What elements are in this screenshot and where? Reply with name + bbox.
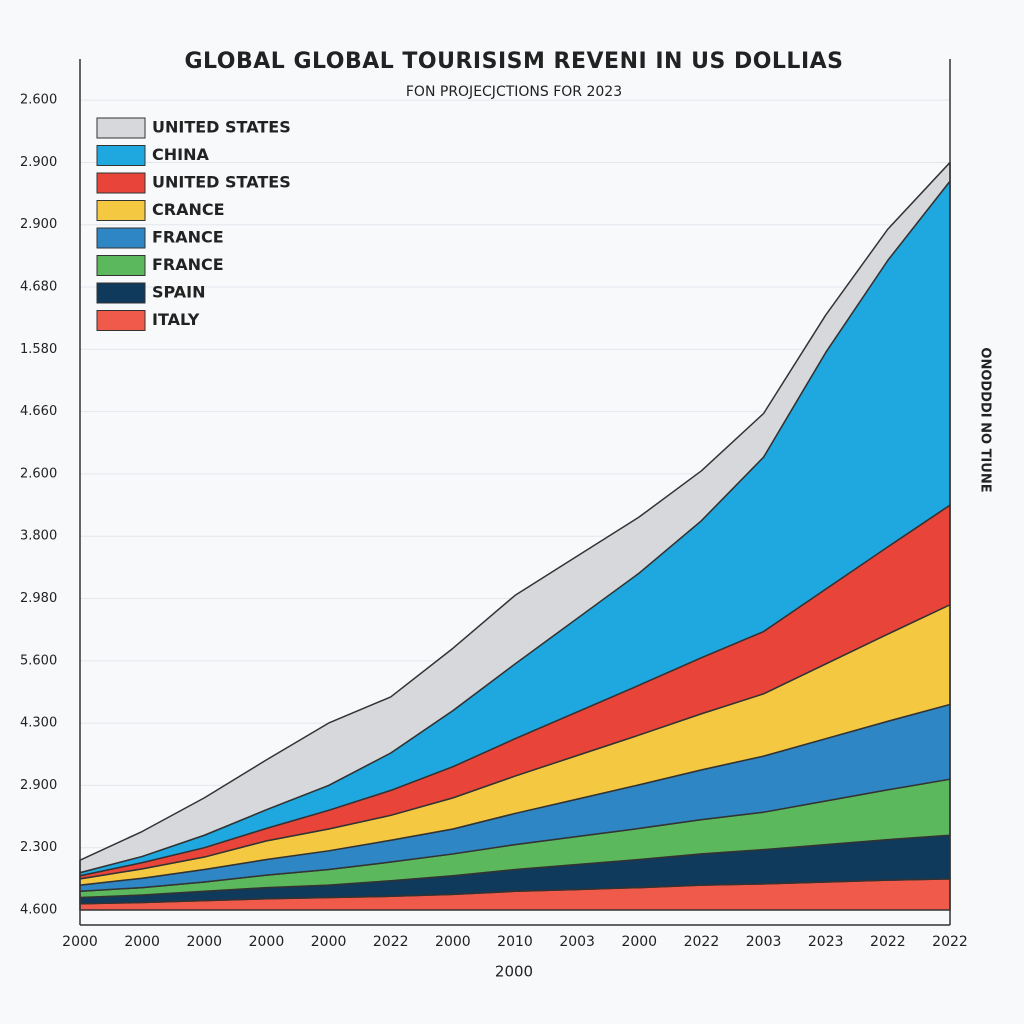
legend-swatch: [96, 227, 146, 249]
legend-swatch: [96, 282, 146, 304]
y-tick-label: 5.600: [20, 653, 57, 668]
legend-swatch: [96, 145, 146, 166]
legend-label: SPAIN: [152, 283, 206, 302]
legend-label: ITALY: [152, 310, 200, 329]
y-tick-label: 2.300: [20, 840, 57, 855]
legend-swatch: [96, 310, 146, 331]
plot-area: [79, 99, 951, 911]
x-tick-label: 2000: [186, 934, 222, 950]
x-tick-label: 2000: [435, 934, 471, 950]
x-tick-label: 2000: [124, 934, 160, 950]
y-tick-label: 2.600: [20, 93, 57, 108]
x-tick-label: 2022: [870, 934, 906, 950]
legend-swatch: [96, 200, 146, 221]
legend-label: UNITED STATES: [152, 173, 291, 192]
y-tick-label: 2.900: [20, 778, 57, 793]
legend-label: FRANCE: [152, 255, 224, 274]
x-tick-label: 2003: [746, 934, 782, 950]
legend-swatch: [96, 172, 146, 194]
x-tick-label: 2022: [373, 934, 409, 950]
y-tick-label: 4.600: [20, 903, 57, 918]
x-tick-label: 2010: [497, 934, 533, 950]
y2-axis-label: ONODDDI NO TIUNE: [978, 347, 993, 492]
x-tick-label: 2022: [684, 934, 720, 950]
x-tick-label: 2000: [62, 934, 98, 950]
y-tick-label: 1.580: [20, 342, 57, 357]
legend-swatch: [96, 117, 146, 139]
chart-title: GLOBAL GLOBAL TOURISISM REVENI IN US DOL…: [184, 49, 843, 74]
legend-swatch: [96, 255, 146, 276]
y-tick-label: 4.300: [20, 716, 57, 731]
x-axis-label: 2000: [495, 963, 533, 981]
x-tick-label: 2000: [249, 934, 285, 950]
y-tick-label: 3.800: [20, 529, 57, 544]
legend-label: CHINA: [152, 145, 209, 164]
y-tick-label: 2.600: [20, 466, 57, 481]
y-tick-label: 4.680: [20, 280, 57, 295]
y-tick-label: 4.660: [20, 404, 57, 419]
legend-label: UNITED STATES: [152, 118, 291, 137]
y-tick-label: 2.980: [20, 591, 57, 606]
y-tick-label: 2.900: [20, 217, 57, 232]
x-tick-label: 2000: [311, 934, 347, 950]
y-tick-label: 2.900: [20, 155, 57, 170]
x-tick-label: 2000: [621, 934, 657, 950]
x-tick-label: 2023: [808, 934, 844, 950]
legend-label: FRANCE: [152, 228, 224, 247]
x-tick-label: 2022: [932, 934, 968, 950]
legend-label: CRANCE: [152, 200, 225, 219]
x-tick-label: 2003: [559, 934, 595, 950]
chart-subtitle: FON PROJECJCTIONS FOR 2023: [406, 84, 622, 100]
